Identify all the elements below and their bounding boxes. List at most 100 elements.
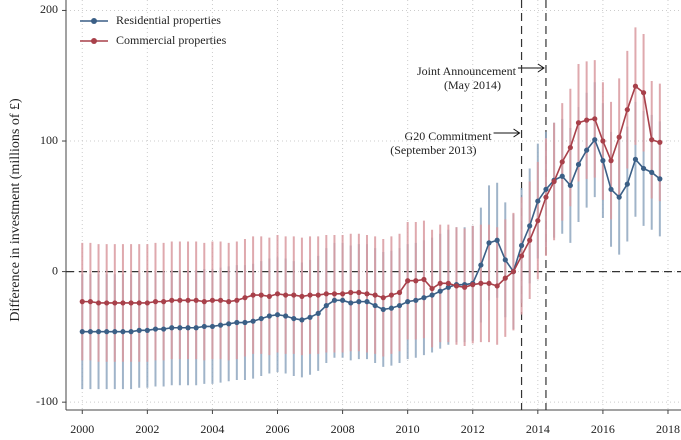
point bbox=[161, 326, 167, 332]
point bbox=[331, 291, 338, 297]
legend-marker bbox=[91, 18, 97, 24]
x-tick-label: 2008 bbox=[331, 422, 355, 436]
point bbox=[152, 299, 159, 305]
point bbox=[559, 173, 565, 179]
point bbox=[405, 278, 411, 284]
point bbox=[104, 329, 110, 335]
annotation: Joint Announcement bbox=[417, 64, 517, 78]
annotation: (May 2014) bbox=[444, 78, 501, 92]
point bbox=[527, 237, 533, 243]
point bbox=[177, 325, 183, 331]
point bbox=[120, 329, 126, 335]
point bbox=[315, 310, 321, 316]
point bbox=[502, 257, 508, 263]
point bbox=[274, 291, 281, 297]
point bbox=[95, 300, 102, 306]
point bbox=[299, 317, 305, 323]
point bbox=[600, 158, 606, 164]
point bbox=[185, 325, 191, 331]
point bbox=[348, 289, 354, 296]
legend-label: Commercial properties bbox=[116, 33, 227, 47]
y-tick-label: 0 bbox=[52, 263, 58, 277]
point bbox=[364, 299, 370, 305]
point bbox=[592, 137, 598, 143]
point bbox=[266, 313, 272, 319]
point bbox=[551, 178, 557, 185]
point bbox=[575, 161, 582, 168]
point bbox=[649, 169, 655, 175]
arrow-head bbox=[513, 128, 521, 138]
point bbox=[445, 280, 451, 286]
point bbox=[413, 278, 419, 284]
point bbox=[380, 295, 386, 301]
point bbox=[421, 295, 427, 301]
x-tick-label: 2000 bbox=[70, 422, 94, 436]
x-tick-label: 2006 bbox=[266, 422, 290, 436]
point bbox=[291, 315, 297, 322]
point bbox=[632, 83, 639, 89]
point bbox=[242, 295, 248, 301]
x-tick-label: 2018 bbox=[656, 422, 680, 436]
point bbox=[372, 292, 378, 298]
point bbox=[120, 300, 126, 306]
point bbox=[372, 302, 378, 309]
point bbox=[543, 194, 549, 200]
point bbox=[567, 144, 573, 151]
x-tick-label: 2014 bbox=[526, 422, 550, 436]
point bbox=[535, 218, 541, 224]
point bbox=[486, 240, 492, 246]
point bbox=[429, 285, 435, 292]
y-tick-label: -100 bbox=[36, 394, 58, 408]
point bbox=[510, 268, 517, 275]
point bbox=[543, 186, 549, 192]
point bbox=[136, 327, 142, 333]
point bbox=[234, 319, 240, 326]
point bbox=[95, 329, 102, 335]
point bbox=[339, 291, 346, 297]
point bbox=[331, 297, 338, 303]
point bbox=[348, 300, 354, 306]
point bbox=[388, 305, 394, 311]
point bbox=[356, 299, 362, 305]
point bbox=[299, 293, 305, 300]
point bbox=[518, 242, 525, 249]
point bbox=[437, 280, 443, 286]
point bbox=[169, 297, 175, 303]
point bbox=[79, 329, 85, 335]
point bbox=[462, 284, 468, 290]
annotation: G20 Commitment bbox=[405, 129, 493, 143]
point bbox=[364, 291, 370, 297]
point bbox=[209, 323, 216, 330]
point bbox=[494, 283, 500, 289]
arrow-head bbox=[537, 63, 545, 73]
point bbox=[258, 292, 264, 298]
point bbox=[388, 292, 394, 298]
point bbox=[87, 329, 94, 335]
x-tick-label: 2004 bbox=[200, 422, 224, 436]
x-tick-label: 2002 bbox=[135, 422, 159, 436]
point bbox=[453, 283, 460, 289]
y-tick-label: 100 bbox=[40, 133, 58, 147]
point bbox=[437, 288, 443, 294]
point bbox=[193, 325, 199, 331]
point bbox=[234, 297, 240, 303]
point bbox=[79, 299, 85, 305]
point bbox=[226, 299, 232, 305]
point bbox=[584, 147, 590, 153]
point bbox=[136, 300, 142, 306]
point bbox=[144, 300, 150, 306]
point bbox=[201, 323, 207, 330]
point bbox=[242, 319, 248, 326]
point bbox=[226, 321, 232, 327]
point bbox=[307, 292, 313, 298]
legend-label: Residential properties bbox=[116, 13, 221, 27]
point bbox=[209, 297, 216, 303]
point bbox=[657, 176, 663, 182]
point bbox=[356, 289, 362, 296]
point bbox=[584, 117, 590, 123]
point bbox=[87, 299, 94, 305]
point bbox=[283, 292, 289, 298]
point bbox=[169, 325, 175, 331]
point bbox=[396, 302, 403, 309]
